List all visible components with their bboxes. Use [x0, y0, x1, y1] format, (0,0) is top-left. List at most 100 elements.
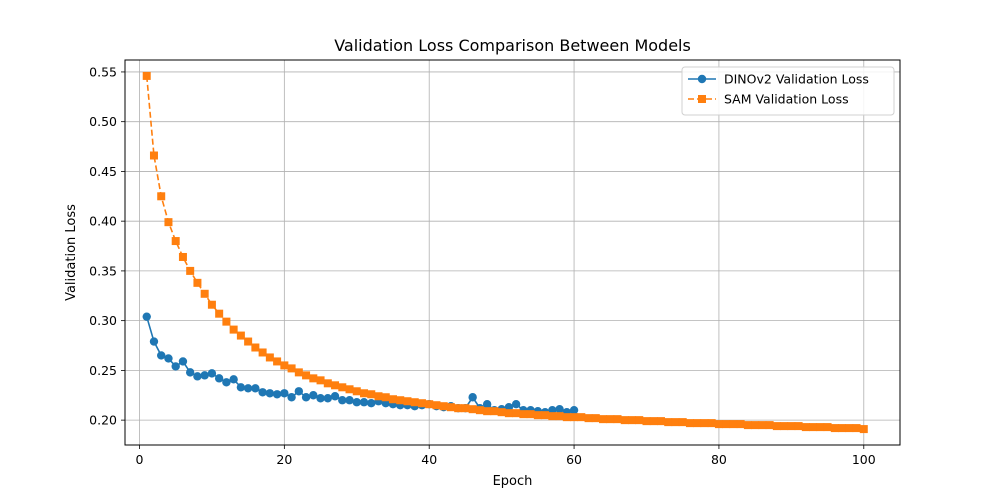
sam-validation-loss-point	[323, 379, 332, 388]
dinov2-validation-loss-point	[200, 371, 209, 380]
sam-validation-loss-point	[656, 417, 665, 426]
dinov2-validation-loss-point	[164, 354, 173, 363]
sam-validation-loss-point	[743, 421, 752, 430]
sam-validation-loss-series	[142, 71, 868, 434]
dinov2-validation-loss-point	[338, 396, 347, 405]
sam-validation-loss-point	[244, 337, 253, 346]
x-tick-label: 100	[852, 452, 876, 467]
sam-validation-loss-point	[454, 404, 463, 413]
sam-validation-loss-point	[772, 422, 781, 431]
dinov2-validation-loss-point	[316, 394, 325, 403]
sam-validation-loss-point	[685, 419, 694, 428]
x-tick-label: 40	[421, 452, 437, 467]
sam-validation-loss-point	[526, 410, 535, 419]
sam-validation-loss-point	[628, 416, 637, 425]
sam-validation-loss-point	[207, 300, 216, 309]
sam-validation-loss-point	[830, 424, 839, 433]
sam-validation-loss-point	[584, 414, 593, 423]
y-tick-label: 0.55	[89, 64, 117, 79]
x-tick-label: 20	[276, 452, 292, 467]
sam-validation-loss-point	[149, 151, 158, 160]
sam-validation-loss-point	[352, 387, 361, 396]
sam-validation-loss-point	[403, 397, 412, 406]
y-tick-label: 0.30	[89, 313, 117, 328]
sam-validation-loss-point	[562, 413, 571, 422]
dinov2-validation-loss-point	[214, 374, 224, 383]
y-tick-label: 0.40	[89, 214, 117, 229]
sam-validation-loss-point	[729, 420, 738, 429]
sam-validation-loss-point	[613, 415, 622, 424]
dinov2-validation-loss-point	[323, 394, 333, 403]
sam-validation-loss-point	[345, 385, 354, 394]
dinov2-validation-loss-point	[258, 388, 267, 397]
y-tick-label: 0.20	[89, 413, 117, 428]
sam-validation-loss-point	[635, 416, 644, 425]
sam-validation-loss-point	[396, 396, 405, 405]
y-tick-label: 0.45	[89, 164, 117, 179]
sam-validation-loss-point	[707, 419, 716, 428]
sam-validation-loss-point	[258, 348, 267, 357]
y-tick-label: 0.50	[89, 114, 117, 129]
sam-validation-loss-point	[236, 331, 245, 340]
dinov2-validation-loss-point	[185, 368, 195, 377]
legend-marker-dinov2-validation-loss	[697, 74, 707, 84]
sam-validation-loss-point	[200, 289, 209, 298]
dinov2-validation-loss-point	[229, 375, 238, 384]
dinov2-validation-loss-point	[367, 399, 376, 408]
sam-validation-loss-point	[845, 424, 854, 433]
sam-validation-loss-point	[736, 420, 745, 429]
sam-validation-loss-point	[360, 389, 369, 398]
dinov2-validation-loss-point	[193, 372, 202, 381]
dinov2-validation-loss-point	[207, 369, 217, 378]
dinov2-validation-loss-point	[511, 400, 521, 409]
chart-title: Validation Loss Comparison Between Model…	[334, 36, 691, 55]
dinov2-validation-loss-point	[482, 400, 492, 409]
dinov2-validation-loss-point	[149, 337, 159, 346]
sam-validation-loss-point	[700, 419, 709, 428]
sam-validation-loss-point	[222, 317, 231, 326]
sam-validation-loss-point	[809, 423, 818, 432]
sam-validation-loss-point	[338, 383, 347, 392]
dinov2-validation-loss-point	[222, 378, 231, 387]
sam-validation-loss-point	[591, 414, 600, 423]
sam-validation-loss-point	[852, 424, 861, 433]
axis-ticks: 0 20 40 60 80 100 0.20 0.25 0.30 0.35 0.40 0.45 0.50…	[89, 64, 876, 467]
sam-validation-loss-point	[251, 343, 260, 352]
sam-validation-loss-point	[693, 419, 702, 428]
dinov2-validation-loss-point	[243, 384, 253, 393]
sam-validation-loss-point	[664, 418, 673, 427]
sam-validation-loss-point	[533, 411, 542, 420]
series-layer	[142, 71, 868, 434]
sam-validation-loss-point	[838, 424, 847, 433]
sam-validation-loss-point	[331, 381, 340, 390]
legend: DINOv2 Validation Loss SAM Validation Los…	[681, 66, 895, 116]
legend-label-dinov2-validation-loss: DINOv2 Validation Loss	[724, 72, 869, 87]
sam-validation-loss-point	[599, 415, 608, 424]
sam-validation-loss-point	[215, 309, 224, 318]
sam-validation-loss-point	[171, 237, 180, 246]
dinov2-validation-loss-point	[171, 362, 180, 371]
sam-validation-loss-point	[780, 422, 789, 431]
sam-validation-loss-point	[541, 411, 550, 420]
sam-validation-loss-point	[446, 403, 455, 412]
legend-marker-sam-validation-loss	[698, 95, 706, 103]
sam-validation-loss-point	[555, 412, 564, 421]
sam-validation-loss-point	[287, 364, 296, 373]
sam-validation-loss-point	[381, 393, 390, 402]
dinov2-validation-loss-point	[157, 351, 166, 360]
sam-validation-loss-point	[388, 395, 397, 404]
x-axis-label: Epoch	[493, 474, 533, 489]
sam-validation-loss-point	[620, 416, 629, 425]
dinov2-validation-loss-point	[265, 389, 275, 398]
sam-validation-loss-point	[164, 218, 173, 227]
sam-validation-loss-point	[548, 412, 557, 421]
sam-validation-loss-point	[671, 418, 680, 427]
dinov2-validation-loss-point	[555, 404, 564, 414]
sam-validation-loss-point	[519, 410, 528, 419]
dinov2-validation-loss-point	[287, 393, 296, 402]
sam-validation-loss-point	[823, 423, 832, 432]
sam-validation-loss-point	[367, 390, 376, 399]
grid-lines	[125, 60, 900, 445]
y-tick-label: 0.25	[89, 363, 117, 378]
